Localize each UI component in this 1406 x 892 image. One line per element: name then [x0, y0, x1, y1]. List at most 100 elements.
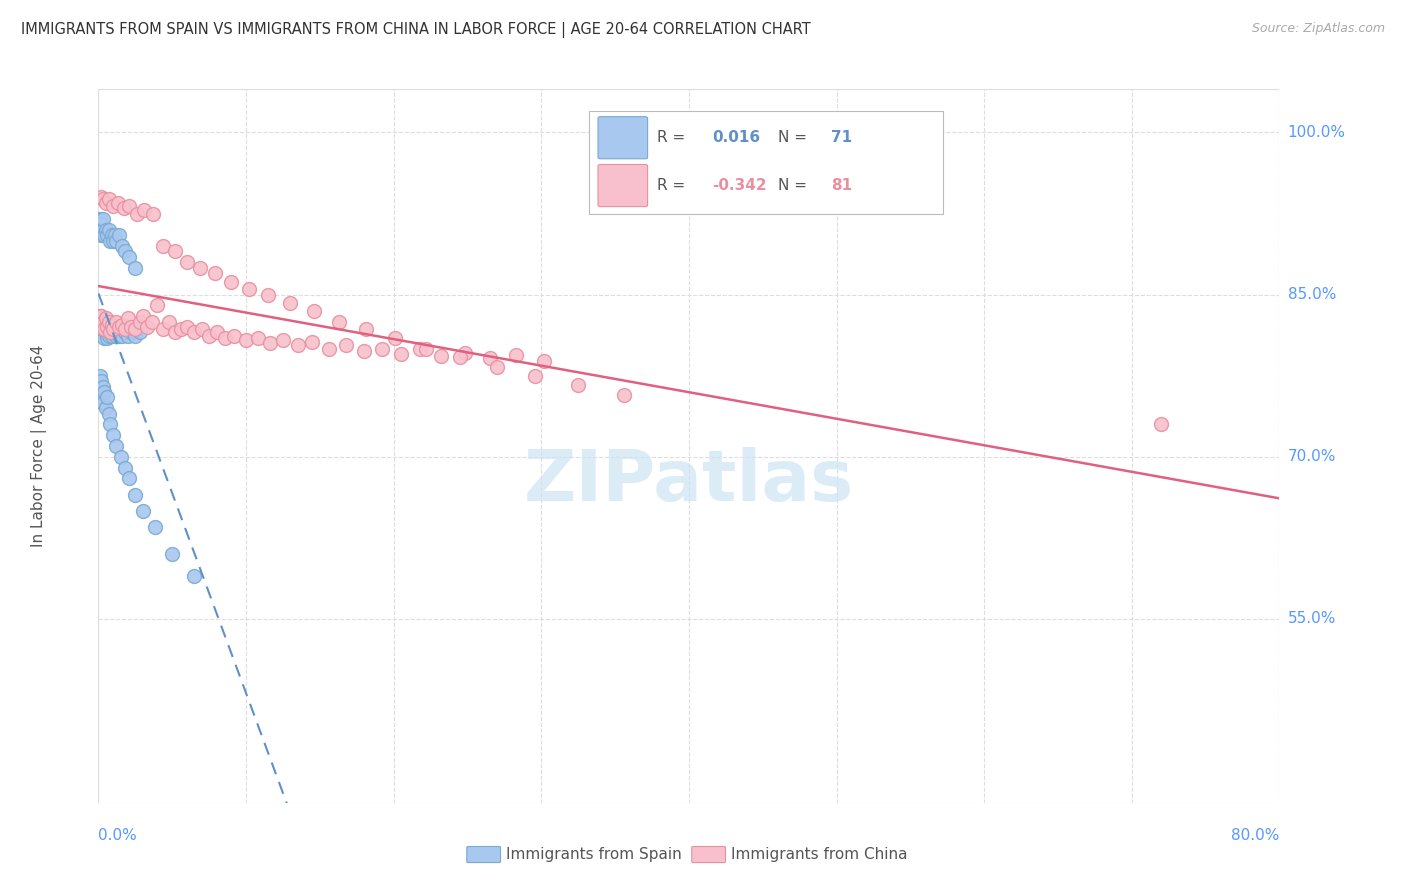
Point — [613, 388, 636, 402]
Point — [114, 326, 136, 340]
Point — [259, 336, 281, 351]
Point — [97, 193, 120, 207]
Point — [128, 326, 150, 340]
Point — [111, 239, 134, 253]
Text: 85.0%: 85.0% — [1288, 287, 1336, 302]
Point — [89, 384, 111, 399]
Point — [183, 568, 205, 582]
Point — [111, 328, 134, 343]
Point — [125, 206, 148, 220]
Point — [103, 322, 125, 336]
Point — [91, 315, 114, 329]
Point — [120, 326, 142, 340]
Text: 0.0%: 0.0% — [98, 828, 138, 843]
Point — [214, 331, 236, 345]
Point — [302, 303, 325, 318]
Point — [384, 331, 406, 345]
Text: 0.016: 0.016 — [713, 130, 761, 145]
Point — [152, 239, 174, 253]
Point — [91, 379, 114, 393]
Point — [108, 328, 131, 343]
Point — [93, 320, 115, 334]
Point — [93, 322, 115, 336]
Point — [132, 310, 155, 324]
Point — [287, 338, 309, 352]
Point — [108, 228, 131, 243]
Point — [111, 318, 134, 332]
Point — [114, 322, 136, 336]
Point — [486, 360, 509, 375]
Point — [97, 223, 120, 237]
Point — [117, 328, 139, 343]
Point — [124, 328, 146, 343]
Point — [318, 342, 340, 356]
Point — [152, 322, 174, 336]
Text: 70.0%: 70.0% — [1288, 450, 1336, 465]
Point — [89, 315, 111, 329]
Point — [94, 401, 117, 416]
Point — [94, 326, 117, 340]
Point — [108, 320, 131, 334]
Point — [91, 211, 114, 226]
Point — [110, 450, 132, 464]
Point — [205, 326, 228, 340]
Text: 71: 71 — [831, 130, 852, 145]
Point — [90, 390, 112, 404]
Point — [235, 333, 257, 347]
Point — [354, 322, 377, 336]
Point — [90, 218, 112, 232]
Point — [103, 322, 125, 336]
Point — [170, 322, 193, 336]
Point — [91, 223, 114, 237]
Point — [89, 320, 111, 334]
Point — [89, 368, 111, 383]
Point — [176, 320, 198, 334]
Point — [415, 342, 437, 356]
Point — [478, 351, 501, 366]
Point — [90, 310, 112, 324]
Point — [91, 193, 114, 207]
Point — [97, 328, 120, 343]
Text: -0.342: -0.342 — [713, 178, 768, 193]
Point — [90, 318, 112, 332]
Point — [93, 331, 115, 345]
Point — [90, 190, 112, 204]
Point — [89, 310, 111, 324]
Point — [128, 315, 150, 329]
Point — [134, 203, 156, 218]
Point — [198, 328, 221, 343]
Point — [98, 417, 121, 432]
Point — [103, 199, 125, 213]
Point — [97, 320, 120, 334]
Point — [124, 322, 146, 336]
Point — [278, 296, 302, 310]
Point — [430, 349, 453, 363]
Point — [353, 343, 375, 358]
Point — [105, 234, 128, 248]
Point — [94, 311, 117, 326]
Point — [188, 260, 211, 275]
Point — [96, 320, 118, 334]
Point — [103, 234, 125, 248]
Point — [453, 346, 475, 360]
Text: Source: ZipAtlas.com: Source: ZipAtlas.com — [1251, 22, 1385, 36]
Text: R =: R = — [657, 130, 685, 145]
FancyBboxPatch shape — [589, 111, 943, 214]
Point — [165, 244, 187, 259]
Point — [100, 318, 122, 332]
Point — [91, 322, 114, 336]
Point — [96, 331, 118, 345]
Point — [389, 347, 412, 361]
Point — [118, 199, 141, 213]
Point — [371, 342, 394, 356]
Point — [118, 471, 141, 485]
Point — [533, 353, 555, 368]
Point — [449, 351, 471, 365]
Point — [100, 228, 122, 243]
Text: IMMIGRANTS FROM SPAIN VS IMMIGRANTS FROM CHINA IN LABOR FORCE | AGE 20-64 CORREL: IMMIGRANTS FROM SPAIN VS IMMIGRANTS FROM… — [21, 22, 811, 38]
Point — [328, 315, 350, 329]
Point — [97, 407, 120, 421]
Text: 55.0%: 55.0% — [1288, 612, 1336, 626]
Point — [114, 460, 136, 475]
Point — [257, 287, 280, 301]
